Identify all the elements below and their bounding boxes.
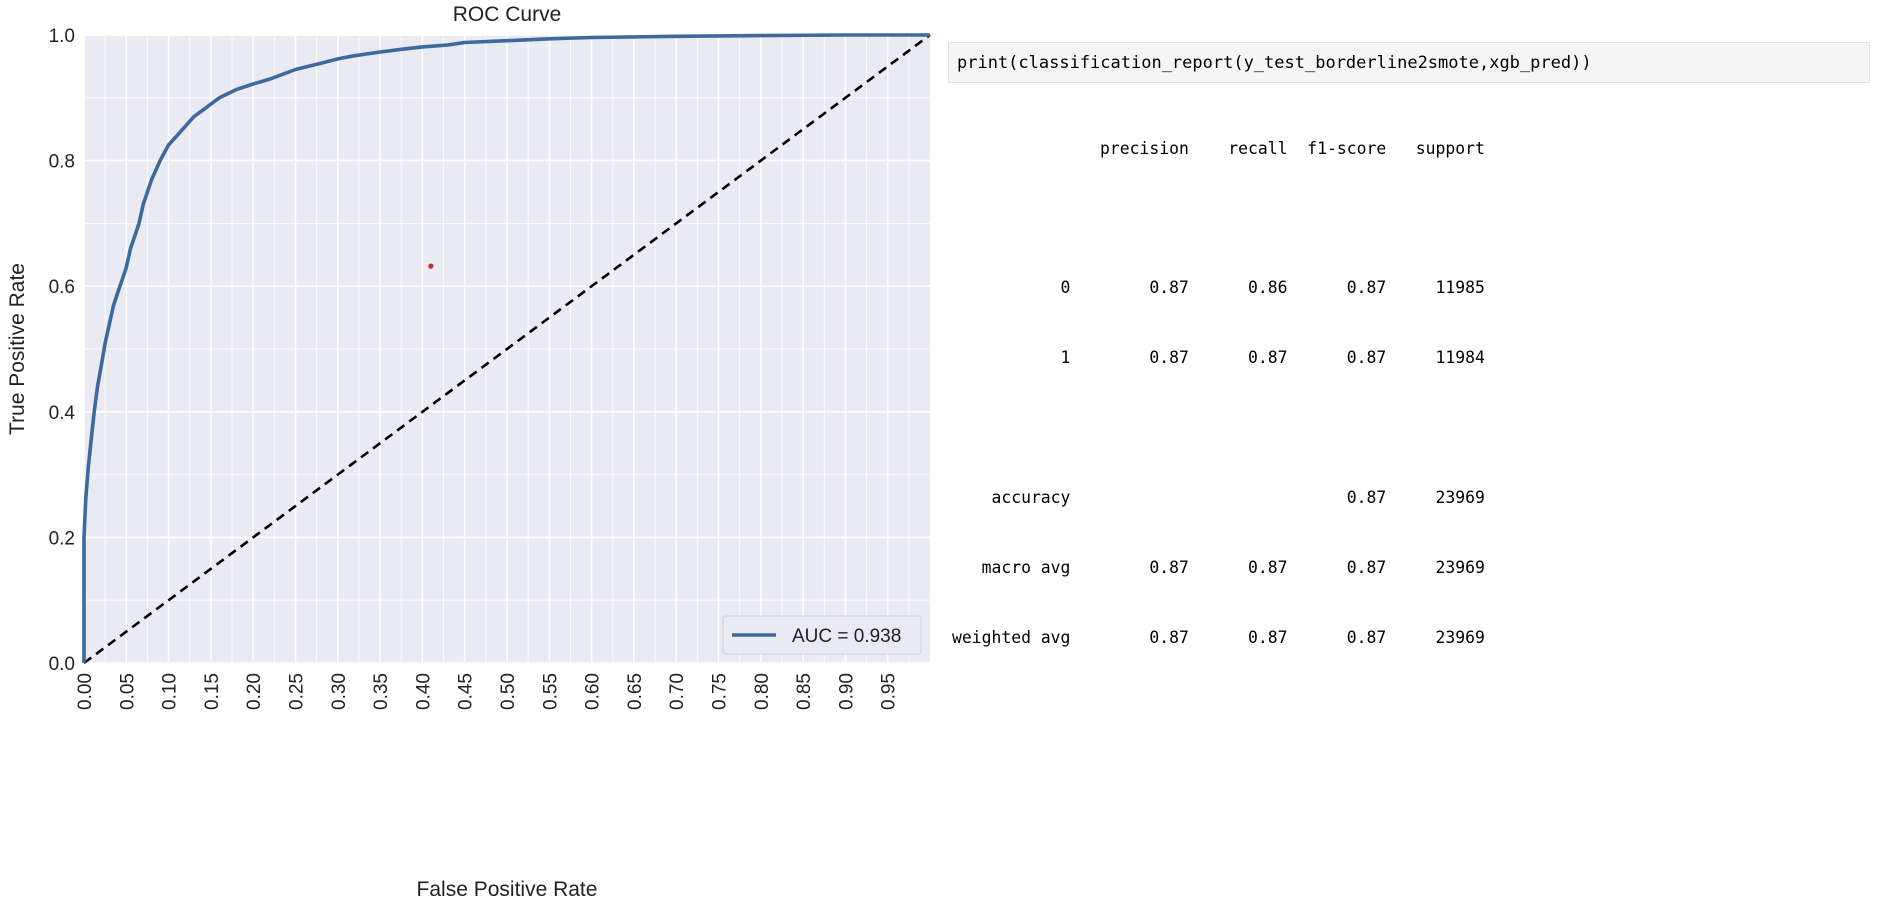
- report-row-weighted-avg: weighted avg 0.87 0.87 0.87 23969: [952, 627, 1485, 647]
- y-tick-label: 0.2: [49, 528, 75, 549]
- x-tick-label: 0.65: [625, 673, 646, 710]
- y-tick-label: 1.0: [49, 26, 75, 47]
- report-blank-line: [952, 416, 1485, 439]
- y-tick-labels: 0.0 0.2 0.4 0.6 0.8 1.0: [49, 26, 76, 675]
- roc-curve-line: [82, 33, 930, 663]
- report-blank-line: [952, 206, 1485, 229]
- x-tick-labels: 0.00 0.05 0.10 0.15 0.20 0.25 0.30 0.35 0.40 0.45…: [75, 673, 900, 710]
- marker-layer: [428, 263, 434, 269]
- legend-label: AUC = 0.938: [792, 626, 901, 647]
- x-tick-label: 0.50: [498, 673, 519, 710]
- report-row-1: 1 0.87 0.87 0.87 11984: [952, 348, 1485, 368]
- y-tick-label: 0.6: [49, 277, 75, 298]
- code-cell[interactable]: print(classification_report(y_test_borde…: [948, 42, 1870, 83]
- x-tick-label: 0.10: [160, 673, 181, 710]
- report-row-macro-avg: macro avg 0.87 0.87 0.87 23969: [952, 557, 1485, 577]
- chart-title: ROC Curve: [453, 3, 562, 26]
- x-tick-label: 0.00: [75, 673, 96, 710]
- x-tick-label: 0.60: [583, 673, 604, 710]
- reference-line-layer: [83, 33, 931, 665]
- x-axis-label: False Positive Rate: [417, 878, 598, 901]
- grid-lines: [83, 34, 930, 664]
- x-tick-label: 0.45: [456, 673, 477, 710]
- report-row-accuracy: accuracy 0.87 23969: [952, 488, 1485, 508]
- x-tick-label: 0.90: [836, 673, 857, 710]
- x-tick-label: 0.85: [794, 673, 815, 710]
- classification-report: precision recall f1-score support 0 0.87…: [952, 90, 1485, 672]
- x-tick-label: 0.25: [287, 673, 308, 710]
- report-header-line: precision recall f1-score support: [952, 138, 1485, 158]
- roc-chart: 0.00 0.05 0.10 0.15 0.20 0.25 0.30 0.35 0.40 0.45…: [6, 3, 931, 901]
- x-tick-label: 0.20: [244, 673, 265, 710]
- x-tick-label: 0.05: [117, 673, 138, 710]
- x-tick-label: 0.95: [879, 673, 900, 710]
- x-tick-label: 0.75: [710, 673, 731, 710]
- y-tick-label: 0.4: [49, 403, 76, 424]
- legend: AUC = 0.938: [722, 615, 922, 655]
- x-tick-label: 0.40: [413, 673, 434, 710]
- series-layer: [82, 33, 930, 663]
- reference-diagonal-line: [83, 33, 931, 665]
- y-tick-label: 0.0: [49, 654, 75, 675]
- report-row-0: 0 0.87 0.86 0.87 11985: [952, 278, 1485, 298]
- x-tick-label: 0.80: [752, 673, 773, 710]
- marker-point: [428, 263, 434, 269]
- legend-box: [722, 615, 922, 655]
- y-tick-label: 0.8: [49, 152, 75, 173]
- x-tick-label: 0.15: [202, 673, 223, 710]
- x-tick-label: 0.35: [371, 673, 392, 710]
- x-tick-label: 0.55: [540, 673, 561, 710]
- x-tick-label: 0.70: [667, 673, 688, 710]
- x-tick-label: 0.30: [329, 673, 350, 710]
- y-axis-label: True Positive Rate: [6, 263, 29, 435]
